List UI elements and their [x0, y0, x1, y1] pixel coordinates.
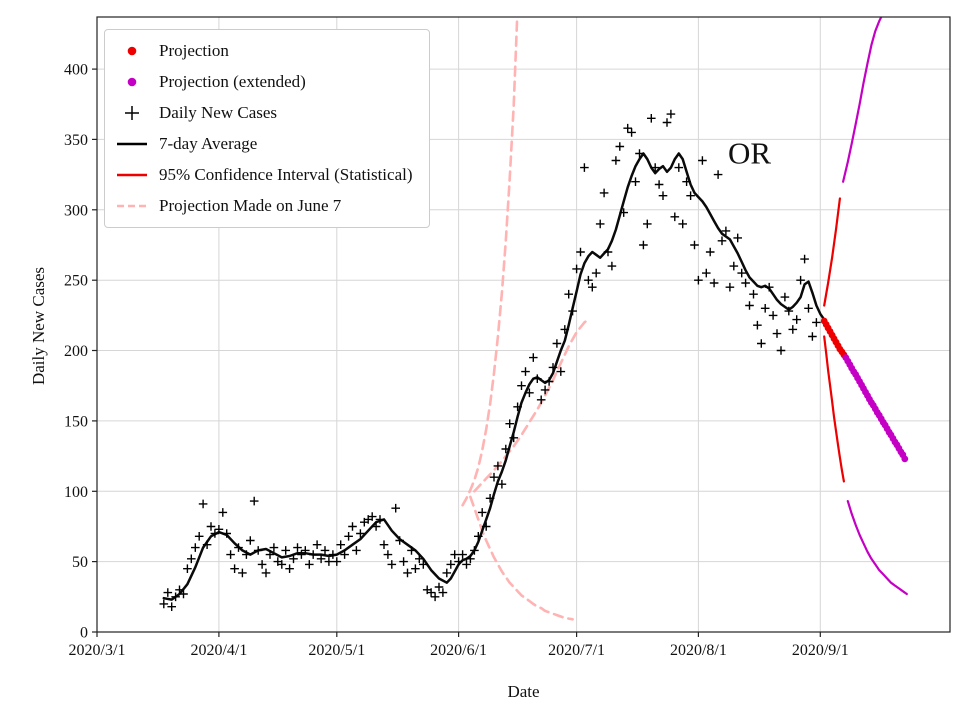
x-tick-label: 2020/7/1	[548, 642, 605, 659]
series-ci-upper-extended	[842, 17, 883, 183]
chart-legend: Projection Projection (extended) Daily New…	[104, 29, 430, 228]
y-tick-label: 100	[64, 484, 88, 501]
plot-border	[96, 16, 951, 633]
y-tick-label: 400	[64, 62, 88, 79]
legend-marker-dot-icon	[127, 77, 137, 87]
legend-item: Daily New Cases	[115, 100, 413, 126]
x-tick-label: 2020/6/1	[430, 642, 487, 659]
y-tick-label: 0	[80, 625, 88, 642]
x-tick-label: 2020/9/1	[792, 642, 849, 659]
series-projection-extended	[842, 354, 909, 463]
x-tick-label: 2020/5/1	[308, 642, 365, 659]
y-tick-label: 350	[64, 132, 88, 149]
legend-label: Projection Made on June 7	[159, 196, 342, 215]
legend-label: 95% Confidence Interval (Statistical)	[159, 165, 413, 184]
state-annotation: OR	[728, 135, 771, 170]
legend-marker-line-icon	[117, 142, 147, 146]
series-proj-june7-upper	[461, 17, 519, 507]
legend-marker-line-icon	[117, 173, 147, 177]
y-tick-label: 300	[64, 202, 88, 219]
legend-item: Projection Made on June 7	[115, 193, 413, 219]
y-tick-label: 150	[64, 413, 88, 430]
legend-item: Projection (extended)	[115, 69, 413, 95]
legend-item: Projection	[115, 38, 413, 64]
legend-label: 7-day Average	[159, 134, 258, 153]
legend-label: Projection	[159, 41, 229, 60]
legend-marker-dashed-icon	[117, 204, 147, 208]
series-ci-lower-red	[823, 335, 845, 483]
x-axis-label: Date	[507, 682, 540, 701]
legend-marker-dot-icon	[127, 46, 137, 56]
x-tick-label: 2020/8/1	[670, 642, 727, 659]
legend-item: 95% Confidence Interval (Statistical)	[115, 162, 413, 188]
series-ci-upper-red	[823, 197, 841, 307]
legend-item: 7-day Average	[115, 131, 413, 157]
y-tick-label: 50	[72, 554, 88, 571]
legend-label: Daily New Cases	[159, 103, 278, 122]
y-tick-label: 200	[64, 343, 88, 360]
series-proj-june7-lower	[469, 495, 574, 621]
legend-label: Projection (extended)	[159, 72, 306, 91]
y-tick-label: 250	[64, 273, 88, 290]
x-tick-label: 2020/4/1	[190, 642, 247, 659]
series-daily-cases	[159, 109, 821, 611]
x-tick-label: 2020/3/1	[69, 642, 126, 659]
series-proj-june7-mid	[473, 318, 590, 493]
series-ci-lower-extended	[846, 500, 908, 596]
legend-marker-plus-icon	[125, 106, 139, 120]
y-axis-label: Daily New Cases	[29, 266, 48, 386]
